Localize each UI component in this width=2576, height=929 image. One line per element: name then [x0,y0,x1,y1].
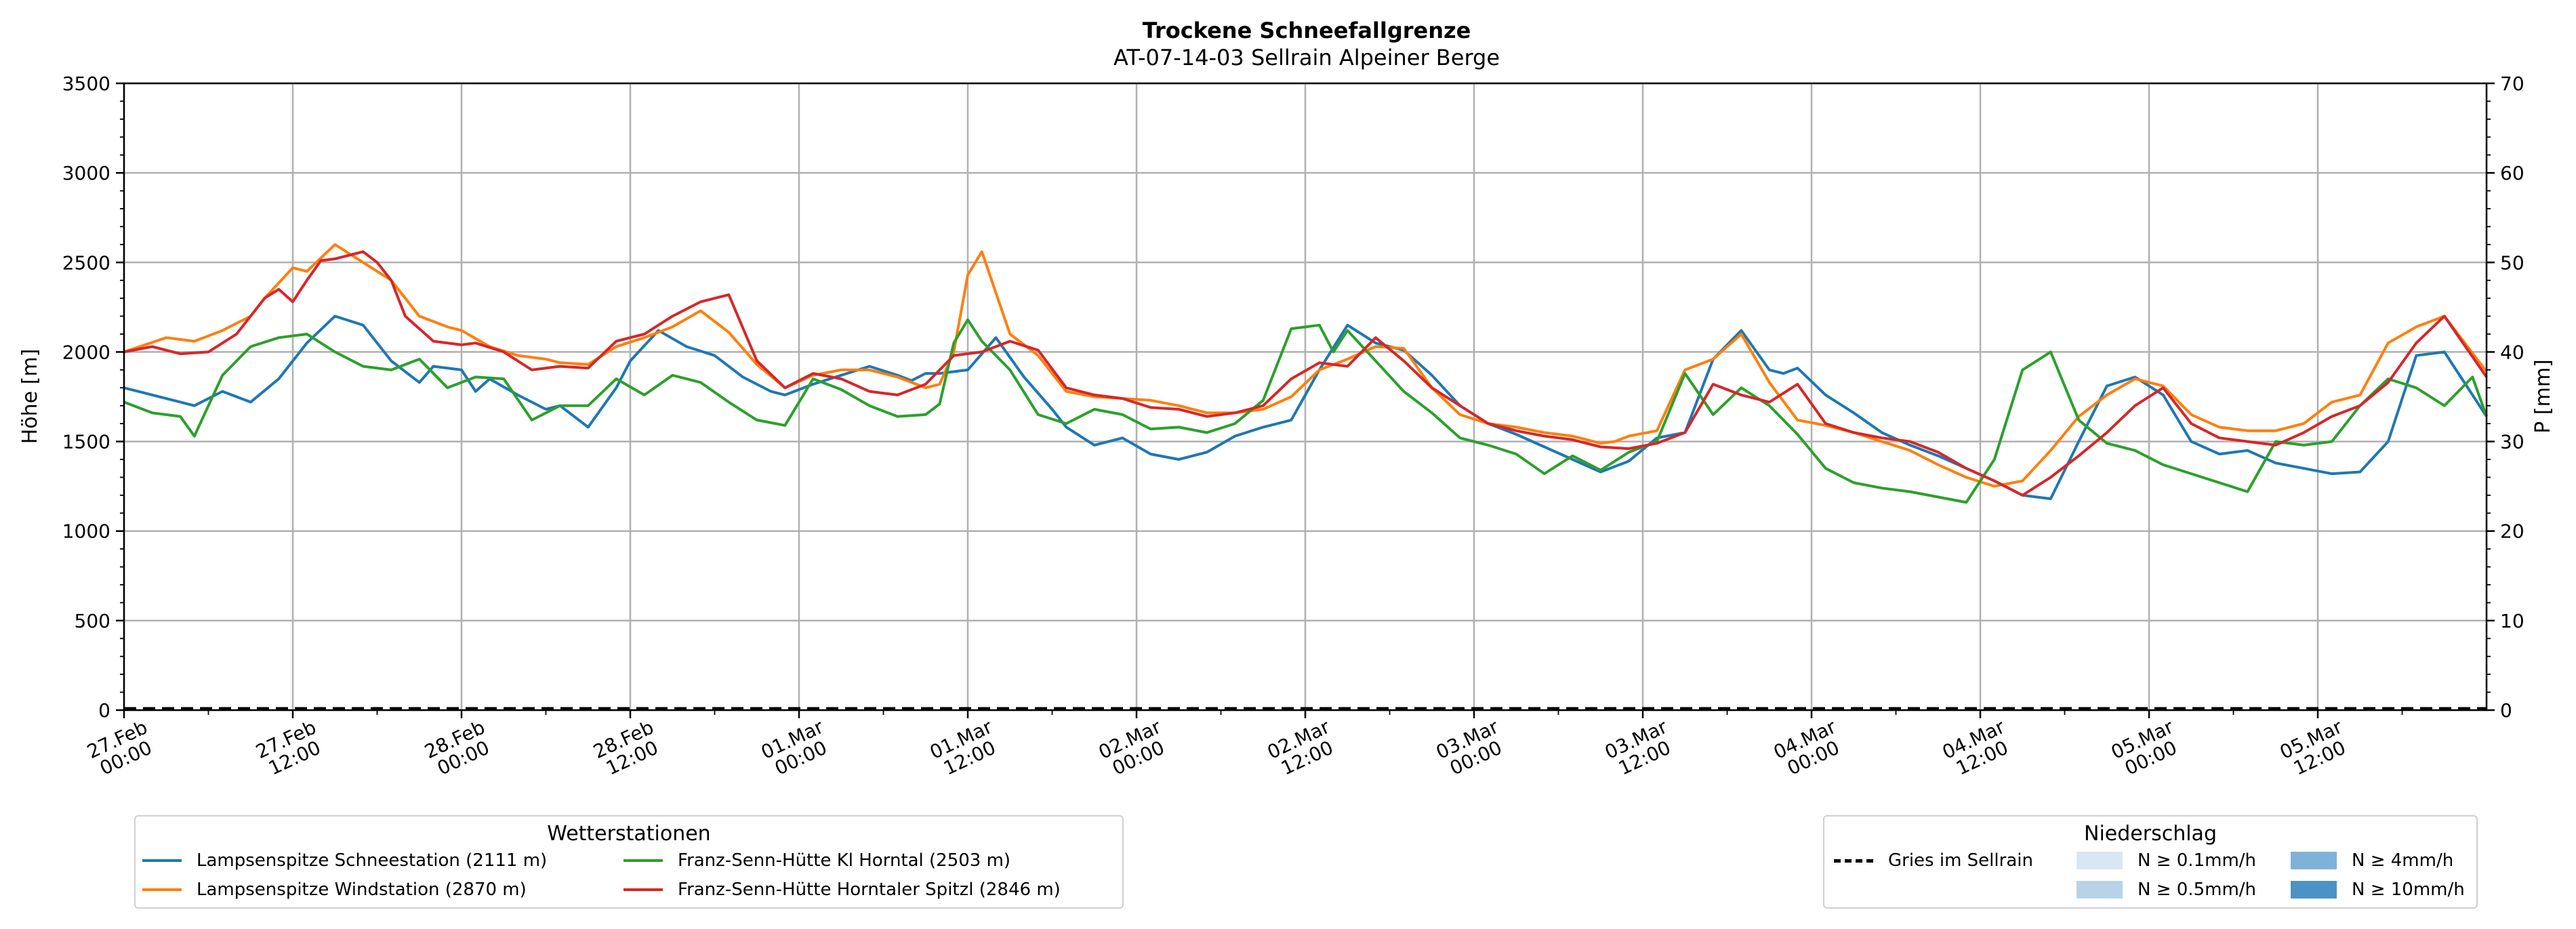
legend-label: Franz-Senn-Hütte Horntaler Spitzl (2846 … [678,880,1061,900]
legend-stations-title: Wetterstationen [547,822,711,846]
legend-swatch-red [623,888,663,891]
x-tick-label: 03.Mar12:00 [1601,716,1679,782]
y-tick-label: 0 [98,699,110,722]
y-tick-label: 1500 [62,431,110,453]
x-tick-label: 04.Mar00:00 [1770,716,1848,782]
legend-label: N ≥ 10mm/h [2352,880,2465,900]
y-tick-label: 3000 [62,162,110,184]
legend-label: N ≥ 0.5mm/h [2138,880,2257,900]
legend-swatch-dashed [1834,859,1873,863]
legend-swatch-blue [142,859,182,862]
y2-tick-label: 10 [2500,610,2524,632]
legend-entry-lampsenspitze-schneestation: Lampsenspitze Schneestation (2111 m) [142,850,547,871]
y-tick-label: 3500 [62,73,110,95]
legend-label: Gries im Sellrain [1888,850,2033,871]
legend-label: Franz-Senn-Hütte Kl Horntal (2503 m) [678,850,1011,871]
legend-label: Lampsenspitze Windstation (2870 m) [197,880,527,900]
x-tick-label: 03.Mar00:00 [1433,716,1511,782]
y-tick-label: 1000 [62,520,110,543]
legend-swatch-bin-1 [2077,852,2123,869]
legend-entry-precip-bin-4: N ≥ 10mm/h [2291,880,2465,900]
chart-title: Trockene Schneefallgrenze [1143,18,1471,43]
legend-label: N ≥ 0.1mm/h [2138,850,2257,871]
series-line-1 [123,314,2488,501]
legend-entry-lampsenspitze-windstation: Lampsenspitze Windstation (2870 m) [142,880,527,900]
legend-entry-precip-bin-3: N ≥ 4mm/h [2291,850,2453,871]
y-axis-label: Höhe [m] [18,349,42,445]
x-tick-label: 28.Feb00:00 [421,716,497,782]
legend-entry-franz-senn-kl-horntal: Franz-Senn-Hütte Kl Horntal (2503 m) [623,850,1010,871]
series-line-4 [123,250,2488,497]
legend-swatch-bin-2 [2077,881,2123,899]
y2-tick-label: 0 [2500,699,2512,722]
x-tick-label: 02.Mar12:00 [1264,716,1342,782]
x-tick-label: 05.Mar12:00 [2276,716,2354,782]
y-tick-label: 2500 [62,251,110,274]
series-layer [123,243,2488,711]
y2-tick-label: 60 [2500,162,2524,184]
y2-tick-label: 70 [2500,73,2524,95]
legend-label: N ≥ 4mm/h [2352,850,2454,871]
y2-tick-label: 20 [2500,520,2524,543]
legend-entry-precip-bin-1: N ≥ 0.1mm/h [2077,850,2256,871]
chart-subtitle: AT-07-14-03 Sellrain Alpeiner Berge [1113,45,1500,70]
x-tick-label: 27.Feb00:00 [83,716,159,782]
series-line-3 [123,318,2488,504]
legend-entry-precip-bin-2: N ≥ 0.5mm/h [2077,880,2256,900]
legend-entry-franz-senn-horntaler-spitzl: Franz-Senn-Hütte Horntaler Spitzl (2846 … [623,880,1061,900]
y2-tick-label: 50 [2500,251,2524,274]
legend-swatch-bin-4 [2291,881,2337,899]
legend-precipitation-title: Niederschlag [2084,822,2217,846]
x-tick-label: 02.Mar00:00 [1095,716,1173,782]
x-tick-label: 04.Mar12:00 [1939,716,2017,782]
y2-tick-label: 40 [2500,341,2524,363]
axes: 0 500 1000 1500 2000 2500 3000 3500 0 10 20 30 40 50 6… [62,73,2524,782]
legend-precipitation: Niederschlag Gries im Sellrain N ≥ 0.1mm… [1823,815,2478,909]
legend-stations: Wetterstationen Lampsenspitze Schneestat… [134,815,1124,909]
x-tick-label: 28.Feb12:00 [590,716,666,782]
grid-lines [123,82,2487,711]
y2-axis-label: P [mm] [2531,359,2555,433]
y2-tick-label: 30 [2500,431,2524,453]
legend-swatch-green [623,859,663,862]
legend-label: Lampsenspitze Schneestation (2111 m) [197,850,548,871]
legend-swatch-bin-3 [2291,852,2337,869]
legend-entry-gries-im-sellrain: Gries im Sellrain [1834,850,2033,871]
x-tick-label: 01.Mar00:00 [758,716,836,782]
x-tick-label: 27.Feb12:00 [252,716,328,782]
legend-swatch-orange [142,888,182,891]
y-tick-label: 2000 [62,341,110,363]
y-tick-label: 500 [75,610,110,632]
series-line-2 [123,243,2488,488]
x-tick-label: 05.Mar00:00 [2108,716,2186,782]
x-tick-label: 01.Mar12:00 [926,716,1004,782]
